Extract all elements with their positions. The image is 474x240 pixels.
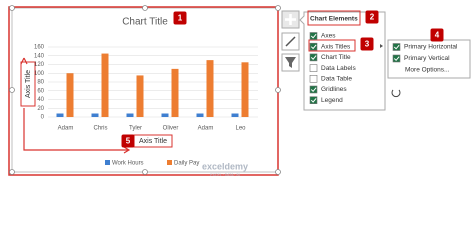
- brush-icon: [285, 36, 296, 47]
- panel-frame: [299, 11, 386, 111]
- chart-area[interactable]: [11, 7, 279, 173]
- badge-box: [173, 11, 187, 25]
- badge-number: 5: [126, 137, 131, 146]
- highlight-box: [307, 10, 361, 26]
- menu-item[interactable]: Data Labels: [321, 65, 356, 72]
- bar: [91, 113, 99, 117]
- chart-elements-panel: Chart Elements Axes Axis Titles Chart Titl…: [299, 10, 471, 111]
- check-mark: [310, 33, 317, 39]
- check-mark: [310, 55, 317, 60]
- bar: [126, 113, 134, 117]
- x-tick-label: Adam: [198, 126, 214, 132]
- y-tick-label: 160: [34, 45, 45, 51]
- legend-swatch: [105, 160, 110, 165]
- submenu-item[interactable]: Primary Horizontal: [404, 44, 458, 51]
- bar: [101, 53, 109, 117]
- x-tick-label: Adam: [58, 126, 74, 132]
- bar: [136, 75, 144, 117]
- x-tick-label: Leo: [235, 126, 246, 132]
- highlight-box: [20, 61, 36, 107]
- bar: [231, 113, 239, 117]
- y-tick-label: 100: [34, 71, 45, 77]
- badges: 1 2 3 4 5: [121, 10, 444, 148]
- watermark-sub: EXCEL · DATA · BI: [210, 173, 240, 177]
- sizing-handles: [9, 5, 281, 175]
- bar: [161, 113, 169, 117]
- menu-item[interactable]: Axes: [321, 33, 336, 40]
- checkbox: [392, 43, 401, 51]
- menu-item[interactable]: Chart Title: [321, 54, 351, 61]
- menu-item[interactable]: Gridlines: [321, 86, 347, 93]
- plus-icon: [285, 14, 296, 25]
- y-tick-label: 80: [37, 80, 44, 86]
- y-tick-label: 140: [34, 53, 45, 59]
- check-mark: [393, 56, 400, 62]
- bar: [56, 113, 64, 117]
- checkbox: [309, 42, 318, 51]
- chart-title: Chart Title: [122, 17, 168, 28]
- y-axis-title: Axis Title: [25, 70, 32, 98]
- highlight-box: [308, 39, 356, 52]
- checkbox: [309, 75, 318, 83]
- y-tick-label: 20: [37, 106, 44, 112]
- x-tick-label: Chris: [93, 126, 107, 132]
- legend-label: Daily Pay: [174, 161, 199, 167]
- legend-label: Work Hours: [112, 161, 144, 167]
- x-tick-label: Tyler: [129, 126, 142, 132]
- filter-icon: [285, 57, 296, 68]
- checkbox: [309, 85, 318, 94]
- badge-number: 4: [435, 31, 440, 40]
- y-tick-label: 0: [41, 115, 45, 121]
- legend-swatch: [167, 160, 172, 165]
- y-tick-label: 120: [34, 62, 45, 68]
- badge-box: [365, 10, 379, 24]
- badge-number: 1: [178, 14, 183, 23]
- bar: [196, 113, 204, 117]
- bar: [171, 68, 179, 117]
- badge-number: 2: [370, 13, 375, 22]
- submenu-item[interactable]: More Options...: [405, 67, 450, 74]
- badge-number: 3: [365, 40, 370, 49]
- checkbox: [309, 96, 318, 104]
- badge-box: [121, 134, 135, 148]
- check-mark: [310, 44, 317, 50]
- submenu-frame: [387, 39, 471, 79]
- screenshot: Chart Title Axis Title Axis Title exceld…: [8, 5, 471, 177]
- menu-item[interactable]: Data Table: [321, 76, 352, 83]
- x-tick-label: Oliver: [163, 126, 179, 132]
- check-mark: [393, 44, 400, 50]
- menu-item[interactable]: Legend: [321, 97, 343, 104]
- bar: [66, 73, 74, 117]
- side-buttons: [281, 10, 300, 72]
- cursor-icon: [391, 89, 401, 98]
- y-tick-label: 60: [37, 88, 44, 94]
- submenu-arrow: [380, 44, 383, 48]
- checkbox: [309, 32, 318, 40]
- checkbox: [309, 64, 318, 72]
- checkbox: [309, 53, 318, 62]
- submenu-item[interactable]: Primary Vertical: [404, 55, 450, 62]
- watermark: exceldemy: [202, 161, 248, 171]
- arrow: [23, 108, 131, 154]
- badge-box: [360, 37, 374, 51]
- checkbox: [392, 54, 401, 63]
- bar: [241, 62, 249, 117]
- badge-box: [430, 28, 444, 42]
- bar: [206, 60, 214, 117]
- panel-title: Chart Elements: [310, 16, 358, 23]
- check-mark: [310, 87, 317, 93]
- page: {"chart_data": {"type": "bar", "title": …: [8, 5, 471, 177]
- menu-item[interactable]: Axis Titles: [321, 43, 351, 50]
- y-tick-label: 40: [37, 97, 44, 103]
- x-axis-title: Axis Title: [139, 138, 167, 145]
- check-mark: [310, 98, 317, 103]
- arrow: [20, 57, 28, 65]
